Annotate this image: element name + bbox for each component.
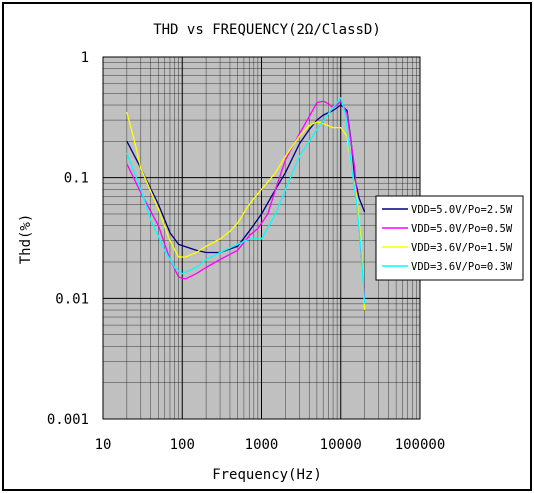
y-tick-label: 0.001	[47, 412, 89, 428]
legend-label-2: VDD=5.0V/Po=0.5W	[411, 223, 513, 235]
chart-title: THD vs FREQUENCY(2Ω/ClassD)	[153, 22, 381, 38]
series-line-2	[126, 100, 366, 299]
x-tick-label: 1000	[245, 437, 279, 453]
series-line-3	[126, 111, 366, 311]
legend-label-1: VDD=5.0V/Po=2.5W	[411, 204, 513, 216]
y-axis-label: Thd(%)	[18, 214, 34, 265]
legend: VDD=5.0V/Po=2.5W VDD=5.0V/Po=0.5W VDD=3.6V…	[375, 195, 524, 281]
x-tick-label: 10	[95, 437, 112, 453]
x-axis-label: Frequency(Hz)	[212, 467, 322, 483]
y-tick-label: 0.01	[55, 291, 89, 307]
y-tick-labels: 1 0.1 0.01 0.001	[47, 50, 89, 428]
x-tick-label: 10000	[320, 437, 362, 453]
legend-label-4: VDD=3.6V/Po=0.3W	[411, 261, 513, 273]
x-tick-label: 100000	[395, 437, 446, 453]
grid-major-lines	[102, 57, 420, 420]
legend-label-3: VDD=3.6V/Po=1.5W	[411, 242, 513, 254]
y-tick-label: 0.1	[64, 171, 89, 187]
y-tick-label: 1	[81, 50, 89, 66]
series-lines	[126, 97, 366, 311]
x-tick-labels: 10 100 1000 10000 100000	[95, 437, 446, 453]
x-tick-label: 100	[170, 437, 195, 453]
series-line-4	[126, 97, 366, 304]
